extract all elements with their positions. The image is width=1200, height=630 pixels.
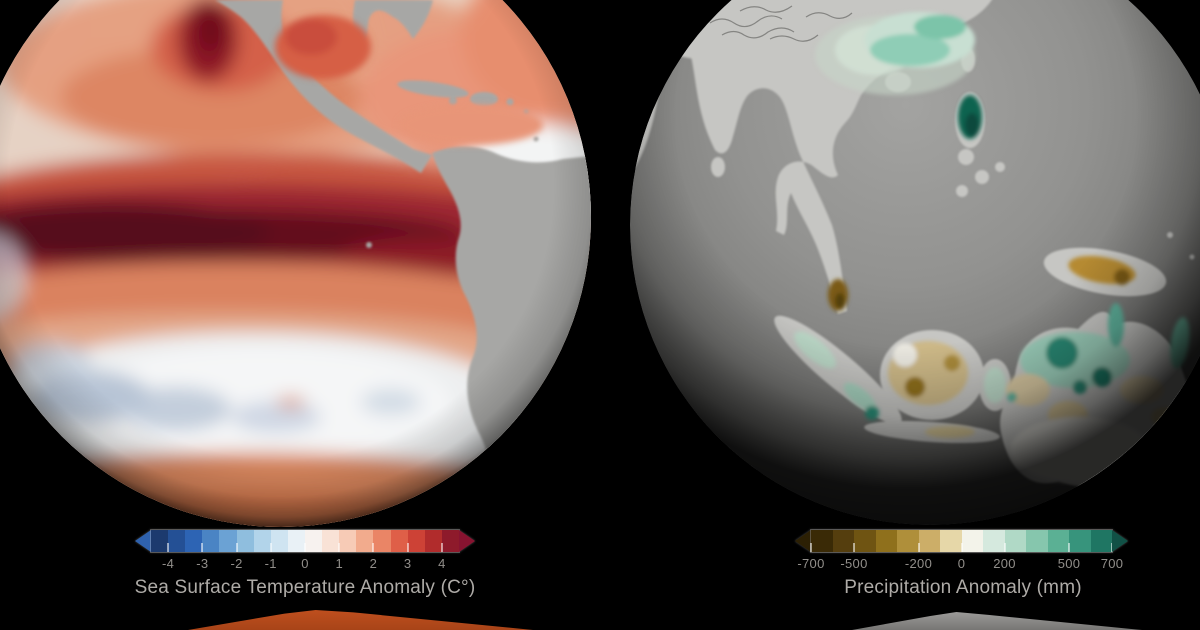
gray-mountain-peak xyxy=(852,612,1142,630)
colorbar-tick-mark xyxy=(338,543,341,552)
precip-colorbar xyxy=(795,530,1128,552)
colorbar-segment xyxy=(168,530,186,552)
colorbar-segment xyxy=(253,530,271,552)
colorbar-tick-label: -700 xyxy=(797,556,825,571)
colorbar-tick-label: 2 xyxy=(369,556,378,571)
colorbar-body xyxy=(151,530,459,552)
colorbar-segment xyxy=(202,530,220,552)
colorbar-segment xyxy=(811,530,833,552)
colorbar-left-arrow xyxy=(795,530,811,552)
colorbar-tick-label: -200 xyxy=(904,556,933,571)
colorbar-right-arrow xyxy=(1112,530,1128,552)
colorbar-tick-mark xyxy=(1068,543,1070,552)
sst-legend-title: Sea Surface Temperature Anomaly (C°) xyxy=(134,577,476,598)
colorbar-segment xyxy=(322,530,340,552)
colorbar-tick-mark xyxy=(960,543,963,552)
colorbar-segment xyxy=(940,530,962,552)
precip-globe-image xyxy=(630,0,1200,525)
colorbar-segment xyxy=(1090,530,1112,552)
colorbar-tick-label: -1 xyxy=(264,556,277,571)
colorbar-segment xyxy=(961,530,983,552)
colorbar-tick-label: 1 xyxy=(335,556,343,571)
colorbar-segment xyxy=(1026,530,1048,552)
colorbar-segment xyxy=(1069,530,1091,552)
colorbar-segment xyxy=(270,530,288,552)
colorbar-tick-mark xyxy=(304,543,306,552)
precip-colorbar-ticks: -700 -500 -200 0 200 500 700 xyxy=(797,556,1123,572)
colorbar-segment xyxy=(219,530,237,552)
colorbar-segment xyxy=(897,530,919,552)
colorbar-segment xyxy=(339,530,357,552)
colorbar-segment xyxy=(304,530,323,552)
colorbar-tick-label: -4 xyxy=(162,556,175,571)
colorbar-segment xyxy=(151,530,169,552)
precip-legend-title: Precipitation Anomaly (mm) xyxy=(844,577,1082,598)
colorbar-tick-mark xyxy=(235,543,238,552)
orange-mountain-peak xyxy=(188,610,533,630)
colorbar-tick-mark xyxy=(810,543,812,552)
colorbar-segment xyxy=(875,530,897,552)
colorbar-segment xyxy=(854,530,876,552)
colorbar-tick-mark xyxy=(1003,543,1006,552)
colorbar-tick-label: -3 xyxy=(196,556,209,571)
colorbar-tick-mark xyxy=(917,543,920,552)
colorbar-segment xyxy=(236,530,254,552)
sst-colorbar xyxy=(135,530,475,552)
colorbar-segment xyxy=(407,530,425,552)
colorbar-segment xyxy=(185,530,203,552)
colorbar-tick-mark xyxy=(201,543,204,552)
colorbar-tick-mark xyxy=(372,543,375,552)
sst-colorbar-ticks: -4 -3 -2 -1 0 1 2 3 4 xyxy=(151,556,459,572)
colorbar-segment xyxy=(390,530,408,552)
colorbar-tick-label: 700 xyxy=(1100,556,1124,571)
colorbar-tick-label: 500 xyxy=(1057,556,1081,571)
colorbar-body xyxy=(810,530,1113,552)
colorbar-segment xyxy=(373,530,391,552)
colorbar-tick-label: 0 xyxy=(301,556,309,571)
colorbar-segment xyxy=(918,530,940,552)
colorbar-segment xyxy=(1047,530,1069,552)
colorbar-tick-label: 3 xyxy=(403,556,412,571)
colorbar-segment xyxy=(983,530,1005,552)
colorbar-tick-label: 4 xyxy=(438,556,446,571)
colorbar-segment xyxy=(832,530,854,552)
colorbar-tick-mark xyxy=(167,543,170,552)
colorbar-tick-label: 200 xyxy=(993,556,1016,571)
colorbar-segment xyxy=(424,530,442,552)
colorbar-tick-mark xyxy=(853,543,855,552)
colorbar-segment xyxy=(356,530,374,552)
colorbar-tick-mark xyxy=(406,543,409,552)
colorbar-segment xyxy=(441,530,459,552)
colorbar-tick-mark xyxy=(269,543,272,552)
colorbar-segment xyxy=(287,530,305,552)
colorbar-left-arrow xyxy=(135,530,151,552)
colorbar-tick-mark xyxy=(440,543,443,552)
colorbar-tick-label: -2 xyxy=(230,556,243,571)
colorbar-tick-label: 0 xyxy=(957,556,966,571)
colorbar-tick-label: -500 xyxy=(840,556,868,571)
sst-globe-image xyxy=(0,0,591,527)
colorbar-segment xyxy=(1004,530,1026,552)
colorbar-right-arrow xyxy=(459,530,475,552)
